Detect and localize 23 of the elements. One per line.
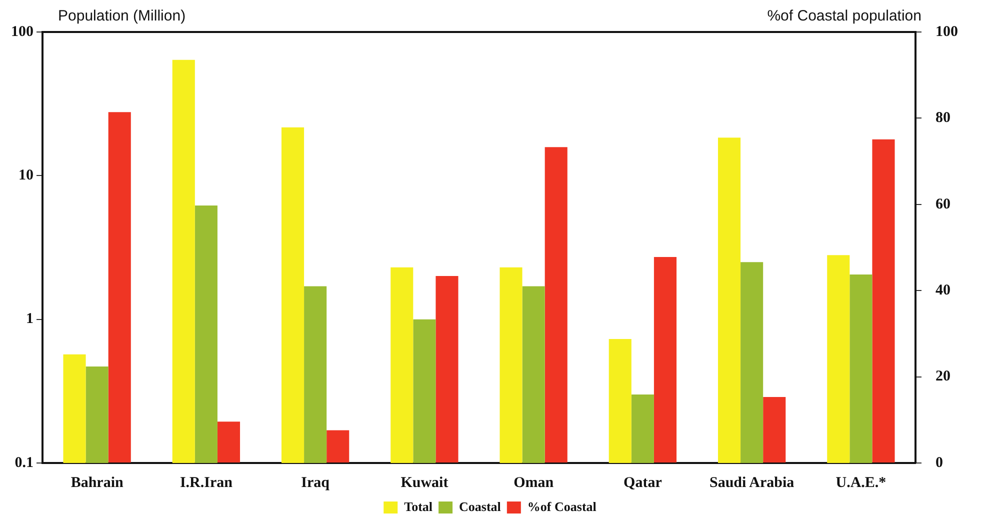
y-tick-label: 1: [26, 311, 34, 328]
x-tick-label: Oman: [514, 474, 554, 491]
x-tick-label: U.A.E.*: [836, 474, 886, 491]
x-tick-label: Kuwait: [400, 474, 448, 491]
legend-label: Coastal: [459, 498, 502, 514]
y2-tick-label: 60: [936, 196, 950, 212]
y2-axis-title: %of Coastal population: [767, 8, 922, 25]
y2-tick-label: 100: [936, 24, 958, 40]
x-tick-label: Qatar: [624, 474, 662, 491]
x-tick-label: Bahrain: [70, 474, 124, 491]
x-tick-label: Iraq: [301, 474, 330, 491]
y-tick-label: 0.1: [14, 454, 34, 471]
y-tick-label: 10: [18, 168, 34, 184]
x-tick-label: Saudi Arabia: [710, 474, 795, 491]
y-axis-title: Population (Million): [58, 8, 186, 25]
y2-tick-label: 20: [936, 368, 950, 385]
legend-label: Total: [404, 498, 433, 514]
y2-tick-label: 80: [936, 110, 950, 126]
legend-label: %of Coastal: [527, 498, 597, 514]
y2-tick-label: 0: [936, 454, 943, 471]
y-tick-label: 100: [11, 24, 34, 40]
x-tick-label: I.R.Iran: [180, 474, 234, 491]
y2-tick-label: 40: [936, 282, 950, 298]
